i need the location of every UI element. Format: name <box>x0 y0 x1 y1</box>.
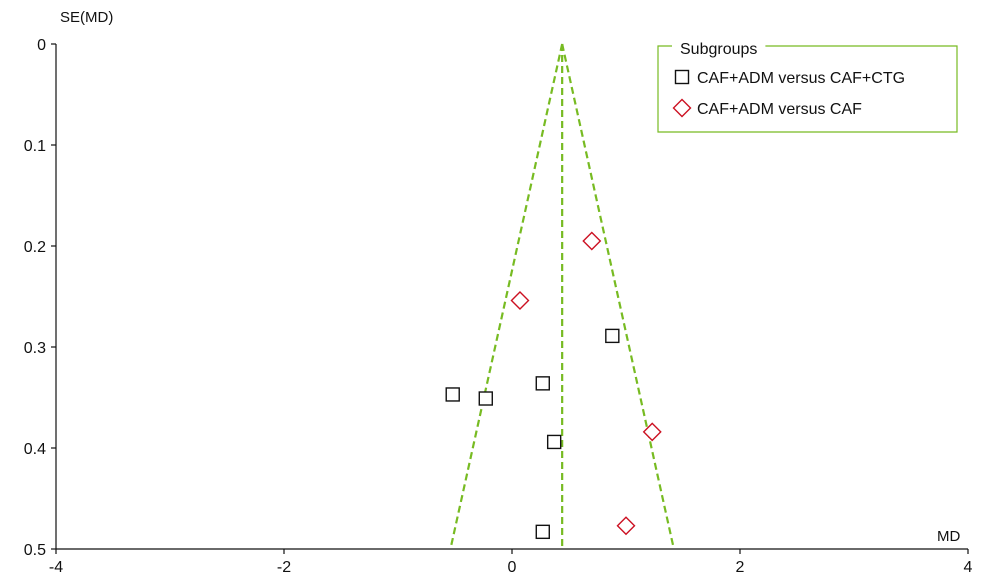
y-tick-label: 0 <box>37 37 46 54</box>
data-point-square <box>535 524 550 540</box>
data-point-square <box>546 434 562 450</box>
y-ticks: 0 0.1 0.2 0.3 0.4 0.5 <box>24 37 56 559</box>
legend-frame <box>657 45 958 133</box>
x-ticks: -4 -2 0 2 4 <box>49 549 973 576</box>
data-point-diamond <box>582 231 602 251</box>
y-tick-label: 0.2 <box>24 239 46 256</box>
funnel-right-limit <box>561 43 675 550</box>
axes <box>55 44 968 550</box>
legend-square-marker <box>674 69 690 85</box>
funnel-lines <box>449 43 675 550</box>
x-tick-label: 0 <box>508 559 517 576</box>
x-tick-label: -2 <box>277 559 291 576</box>
legend-item-label: CAF+ADM versus CAF+CTG <box>697 70 905 87</box>
legend-diamond-marker <box>672 98 692 118</box>
data-point-diamond <box>642 422 662 442</box>
legend-item-label: CAF+ADM versus CAF <box>697 101 862 118</box>
legend-items: CAF+ADM versus CAF+CTG CAF+ADM versus CAF <box>672 69 905 118</box>
y-tick-label: 0.1 <box>24 138 46 155</box>
x-tick-label: 4 <box>964 559 973 576</box>
x-tick-label: 2 <box>736 559 745 576</box>
y-tick-label: 0.3 <box>24 340 46 357</box>
data-point-square <box>445 387 460 402</box>
data-point-diamond <box>616 516 636 536</box>
data-point-square <box>478 391 493 406</box>
x-axis-title: MD <box>937 528 960 545</box>
legend: Subgroups CAF+ADM versus CAF+CTGCAF+ADM … <box>657 41 958 133</box>
x-tick-label: -4 <box>49 559 63 576</box>
data-point-square <box>535 376 550 391</box>
y-axis-title: SE(MD) <box>60 9 113 26</box>
data-point-diamond <box>510 291 530 311</box>
y-tick-label: 0.4 <box>24 441 46 458</box>
legend-title: Subgroups <box>680 41 757 58</box>
data-point-square <box>605 328 620 344</box>
funnel-left-limit <box>449 43 564 550</box>
data-points <box>445 231 662 540</box>
y-tick-label: 0.5 <box>24 542 46 559</box>
